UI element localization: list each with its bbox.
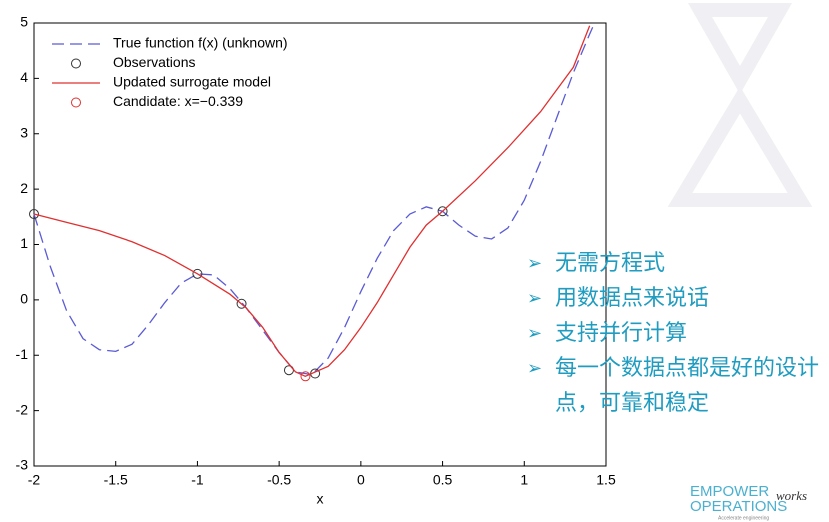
logo-line1: EMPOWER <box>690 483 769 500</box>
y-tick-label: 1 <box>20 235 28 251</box>
x-tick-label: -1.5 <box>104 472 128 488</box>
logo-mark: works <box>776 488 807 503</box>
marker <box>437 206 448 217</box>
y-tick-label: -1 <box>16 346 29 362</box>
y-tick-label: -2 <box>16 401 29 417</box>
bullet: 用数据点来说话 <box>527 281 827 316</box>
bullet: 无需方程式 <box>527 246 827 281</box>
background-deco <box>667 2 813 207</box>
legend-label: Observations <box>113 54 195 70</box>
y-tick-label: 0 <box>20 291 28 307</box>
legend-label: True function f(x) (unknown) <box>113 35 288 51</box>
x-axis-label: x <box>317 491 324 507</box>
logo-line2: OPERATIONS <box>690 498 787 515</box>
y-tick-label: -3 <box>16 457 29 473</box>
legend-label: Updated surrogate model <box>113 74 271 90</box>
y-tick-label: 4 <box>20 69 28 85</box>
series-line <box>33 25 591 378</box>
legend <box>44 32 314 114</box>
legend-label: Candidate: x=−0.339 <box>113 93 243 109</box>
marker <box>300 371 311 382</box>
marker <box>29 209 39 220</box>
x-tick-label: 1 <box>520 472 528 488</box>
bullet-list: 无需方程式用数据点来说话支持并行计算每一个数据点都是好的设计点，可靠和稳定 <box>527 246 827 421</box>
logo-tagline: Accelerate engineering <box>718 515 769 521</box>
x-tick-label: 0.5 <box>433 472 453 488</box>
y-tick-label: 3 <box>20 124 28 140</box>
series-line <box>33 22 596 376</box>
y-tick-label: 5 <box>20 14 28 30</box>
legend-marker <box>71 58 81 69</box>
x-tick-label: -0.5 <box>267 472 291 488</box>
marker <box>192 268 203 279</box>
bullet: 每一个数据点都是好的设计点，可靠和稳定 <box>527 351 827 421</box>
x-tick-label: -2 <box>28 472 41 488</box>
marker <box>236 298 247 309</box>
x-tick-label: 1.5 <box>596 472 616 488</box>
x-tick-label: 0 <box>357 472 365 488</box>
legend-marker <box>71 97 81 108</box>
bullet: 支持并行计算 <box>527 316 827 351</box>
y-tick-label: 2 <box>20 180 28 196</box>
x-tick-label: -1 <box>191 472 204 488</box>
